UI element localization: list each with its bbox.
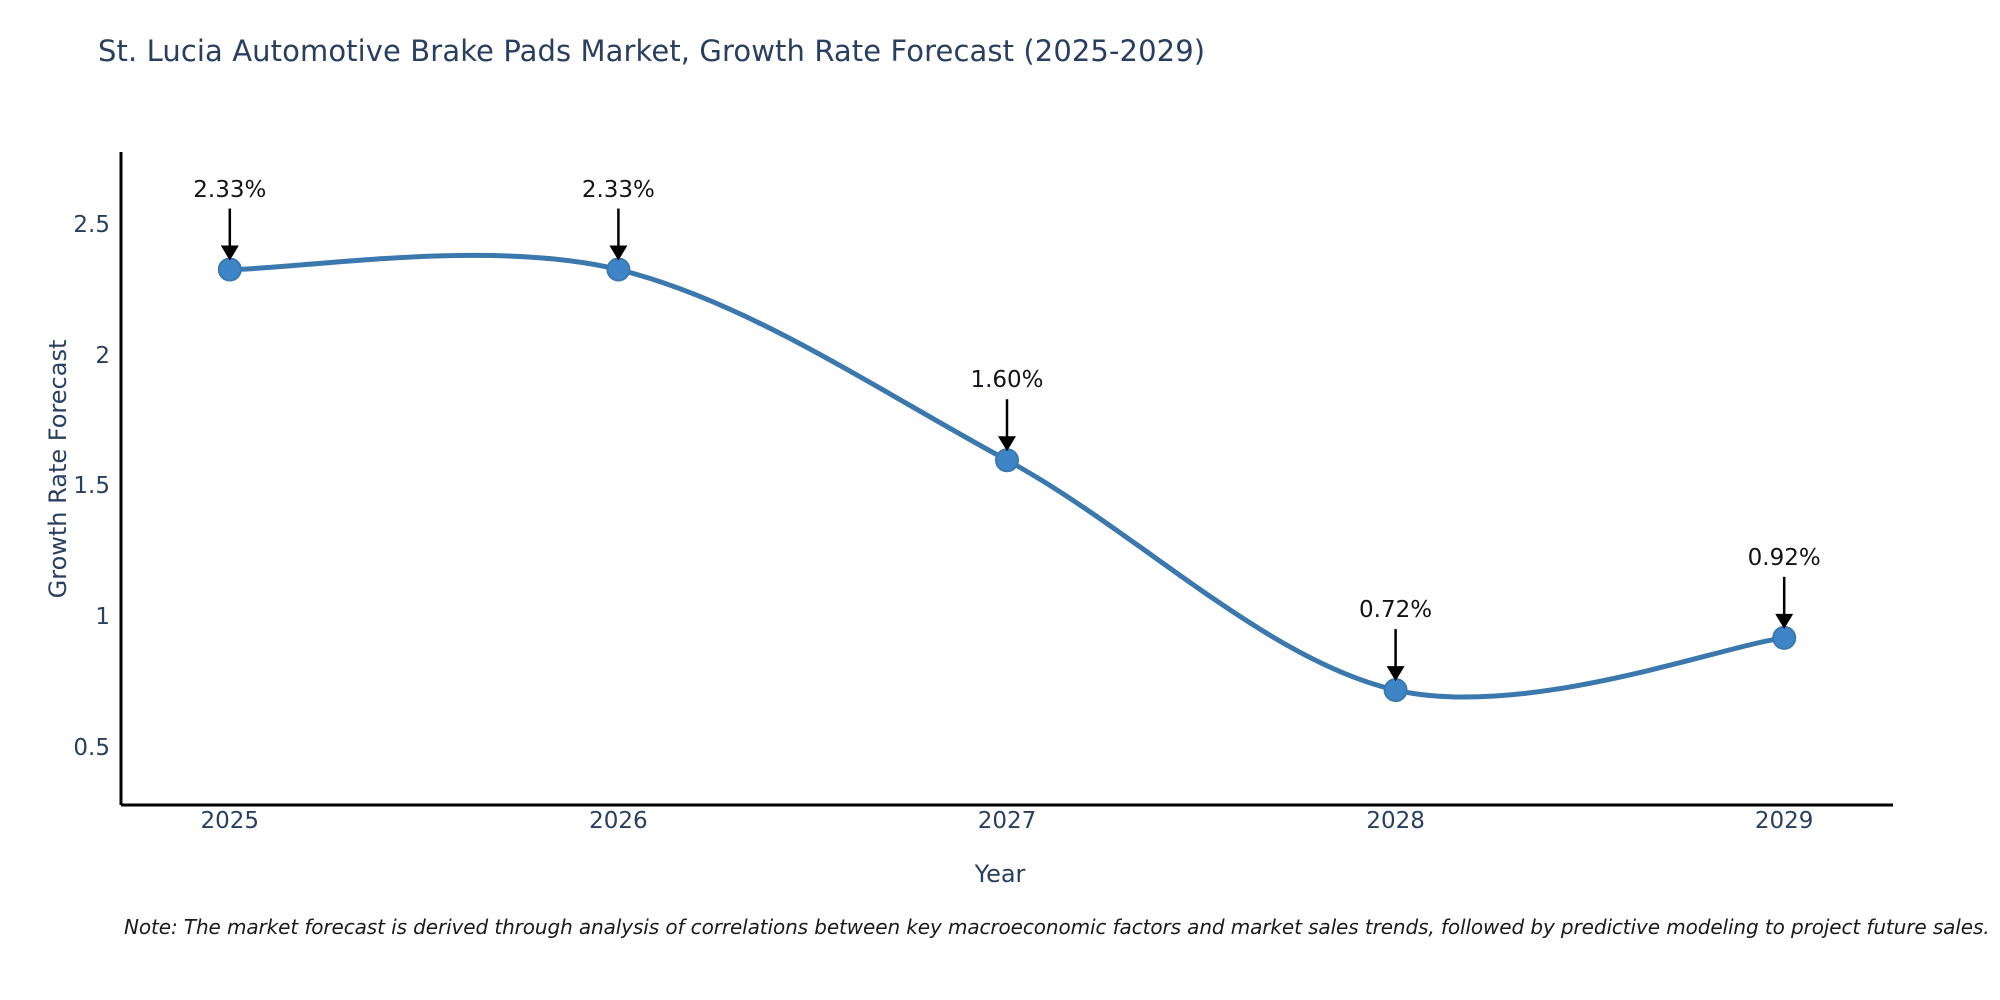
data-point-marker — [995, 448, 1019, 473]
annotation-arrow-head — [1386, 666, 1405, 682]
x-tick-label: 2027 — [977, 808, 1037, 834]
y-tick-label: 1.5 — [73, 473, 110, 500]
line-series-growth-rate-forecast — [227, 252, 1787, 700]
data-point-marker — [1772, 625, 1797, 650]
data-point-marker — [1383, 678, 1408, 703]
y-tick-label: 2 — [95, 342, 110, 369]
x-axis-title: Year — [974, 860, 1026, 888]
data-point-label: 2.33% — [193, 176, 267, 203]
annotation-arrow-head — [609, 245, 628, 261]
annotation-arrows — [220, 208, 1794, 682]
y-tick-label: 2.5 — [73, 212, 110, 239]
y-tick-label: 1 — [95, 603, 110, 630]
data-point-label: 1.60% — [970, 367, 1044, 394]
data-point-marker — [217, 257, 242, 282]
data-point-markers — [217, 257, 1797, 703]
chart-title: St. Lucia Automotive Brake Pads Market, … — [98, 34, 1206, 68]
y-axis-tick-labels: 2.5 2 1.5 1 0.5 — [10, 0, 110, 1000]
axis-lines — [119, 152, 1893, 807]
chart-note: Note: The market forecast is derived thr… — [124, 915, 1990, 939]
data-point-marker — [606, 257, 631, 282]
annotation-arrow-head — [998, 436, 1016, 452]
data-point-label: 2.33% — [581, 176, 655, 203]
x-tick-label: 2029 — [1754, 808, 1814, 834]
y-tick-label: 0.5 — [73, 734, 110, 761]
x-tick-label: 2025 — [200, 808, 260, 834]
data-point-label: 0.92% — [1747, 544, 1821, 571]
annotation-arrow-head — [1775, 613, 1794, 629]
x-tick-label: 2026 — [589, 808, 648, 834]
x-tick-label: 2028 — [1366, 808, 1425, 834]
annotation-arrow-head — [220, 245, 239, 261]
data-point-label: 0.72% — [1359, 597, 1433, 624]
